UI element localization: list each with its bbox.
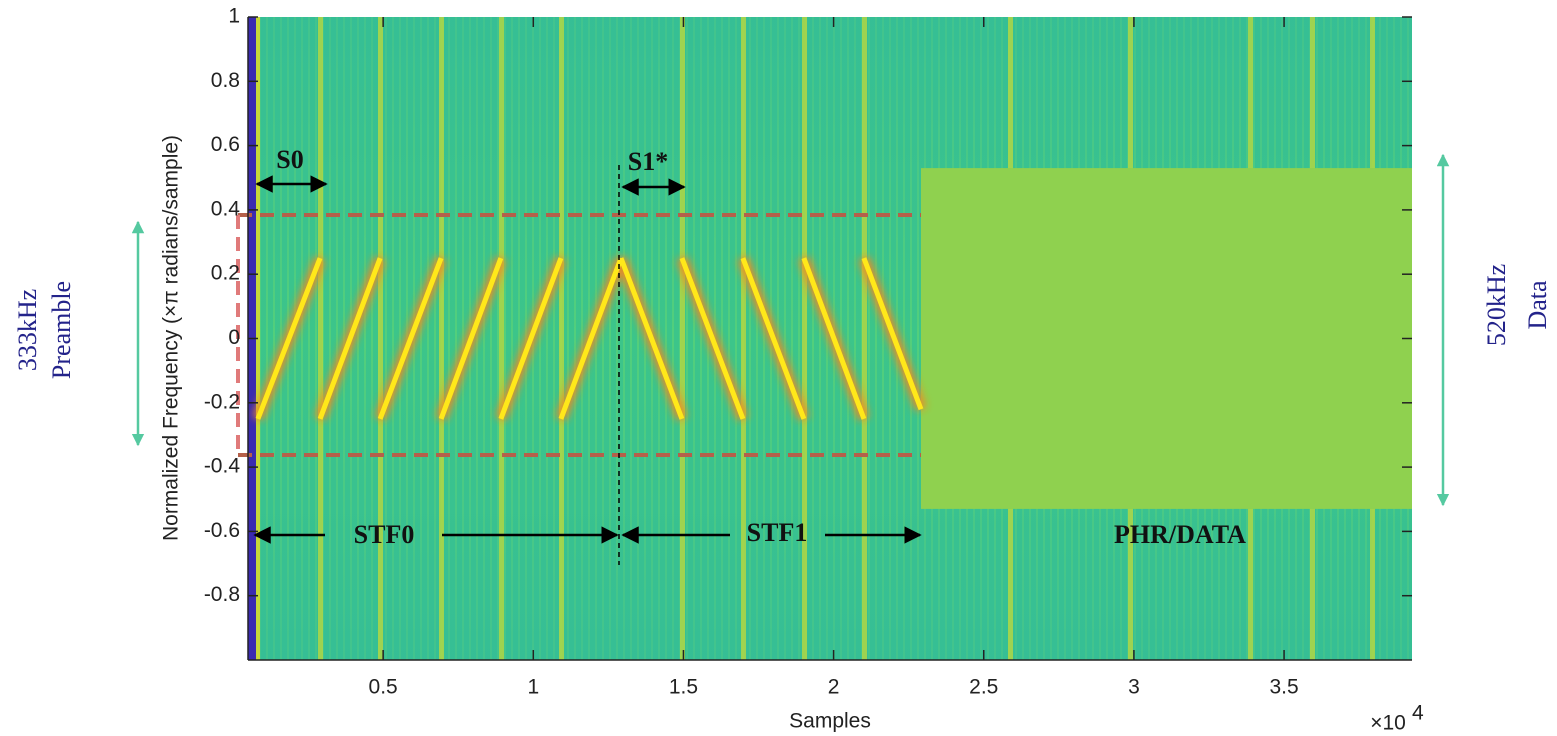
y-tick-label: 0.8 — [211, 69, 240, 92]
annotation: S1* — [628, 147, 668, 176]
annotation: STF0 — [354, 520, 415, 549]
y-tick-label: -0.6 — [204, 519, 240, 542]
annotation: PHR/DATA — [1114, 520, 1246, 549]
x-tick-label: 2 — [828, 676, 840, 699]
y-tick-label: 0 — [228, 326, 240, 349]
y-tick-label: -0.8 — [204, 583, 240, 606]
x-tick-label: 1 — [527, 676, 539, 699]
chirp-line — [255, 257, 924, 420]
x-tick-label: 1.5 — [669, 676, 698, 699]
x-tick-label: 3 — [1128, 676, 1140, 699]
side-label: 333kHz — [13, 289, 42, 371]
y-tick-label: 0.2 — [211, 262, 240, 285]
annotation-shapes — [131, 153, 1450, 565]
y-tick-label: -0.4 — [204, 455, 241, 478]
x-tick-label: 0.5 — [369, 676, 398, 699]
y-axis-label: Normalized Frequency (×π radians/sample) — [160, 135, 183, 541]
side-label: 520kHz — [1482, 264, 1511, 346]
x-axis-label: Samples — [789, 710, 871, 733]
x-tick-label: 2.5 — [969, 676, 998, 699]
y-tick-label: 0.6 — [211, 133, 240, 156]
x-tick-label: 3.5 — [1269, 676, 1298, 699]
side-label: Preamble — [47, 281, 76, 379]
x-multiplier-exponent: 4 — [1412, 702, 1424, 725]
annotation: STF1 — [747, 518, 808, 547]
y-tick-label: -0.2 — [204, 390, 240, 413]
side-label: Data — [1523, 280, 1552, 330]
annotation: S0 — [276, 145, 303, 174]
y-tick-label: 0.4 — [211, 197, 241, 220]
y-tick-label: 1 — [228, 5, 240, 28]
data-band — [920, 168, 1412, 509]
x-multiplier: ×10 — [1370, 712, 1406, 735]
